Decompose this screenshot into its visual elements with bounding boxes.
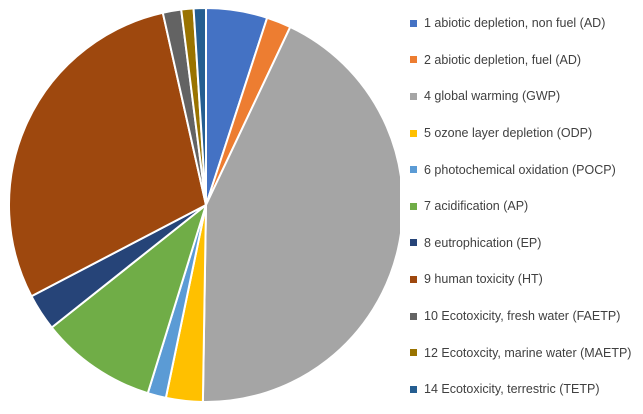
chart-legend: 1 abiotic depletion, non fuel (AD) 2 abio… xyxy=(410,5,640,408)
legend-swatch xyxy=(410,239,417,247)
pie-chart xyxy=(8,6,400,403)
legend-item: 12 Ecotoxcity, marine water (MAETP) xyxy=(410,334,640,371)
pie-slice-3 xyxy=(201,25,400,403)
legend-label: 7 acidification (AP) xyxy=(424,199,529,214)
legend-item: 6 photochemical oxidation (POCP) xyxy=(410,151,640,188)
legend-item: 14 Ecotoxicity, terrestric (TETP) xyxy=(410,371,640,408)
legend-swatch xyxy=(410,166,417,174)
legend-label: 6 photochemical oxidation (POCP) xyxy=(424,162,616,177)
legend-swatch xyxy=(410,92,417,100)
legend-swatch xyxy=(410,275,417,283)
legend-item: 8 eutrophication (EP) xyxy=(410,225,640,262)
legend-label: 5 ozone layer depletion (ODP) xyxy=(424,126,593,141)
legend-label: 9 human toxicity (HT) xyxy=(424,272,543,287)
legend-label: 14 Ecotoxicity, terrestric (TETP) xyxy=(424,382,600,397)
legend-item: 9 human toxicity (HT) xyxy=(410,261,640,298)
legend-label: 4 global warming (GWP) xyxy=(424,89,561,104)
legend-swatch xyxy=(410,385,417,393)
pie-slice-11 xyxy=(192,6,207,206)
legend-label: 8 eutrophication (EP) xyxy=(424,235,542,250)
pie-slice-6 xyxy=(50,204,207,395)
legend-item: 1 abiotic depletion, non fuel (AD) xyxy=(410,5,640,42)
legend-item: 5 ozone layer depletion (ODP) xyxy=(410,115,640,152)
legend-swatch xyxy=(410,202,417,210)
legend-swatch xyxy=(410,56,417,64)
legend-swatch xyxy=(410,19,417,27)
legend-item: 7 acidification (AP) xyxy=(410,188,640,225)
legend-item: 2 abiotic depletion, fuel (AD) xyxy=(410,42,640,79)
legend-label: 2 abiotic depletion, fuel (AD) xyxy=(424,52,582,67)
legend-swatch xyxy=(410,129,417,137)
legend-swatch xyxy=(410,312,417,320)
legend-label: 1 abiotic depletion, non fuel (AD) xyxy=(424,16,606,31)
pie-slice-8 xyxy=(8,11,207,298)
legend-label: 12 Ecotoxcity, marine water (MAETP) xyxy=(424,345,632,360)
legend-item: 10 Ecotoxicity, fresh water (FAETP) xyxy=(410,298,640,335)
legend-swatch xyxy=(410,349,417,357)
legend-label: 10 Ecotoxicity, fresh water (FAETP) xyxy=(424,309,621,324)
legend-item: 4 global warming (GWP) xyxy=(410,78,640,115)
